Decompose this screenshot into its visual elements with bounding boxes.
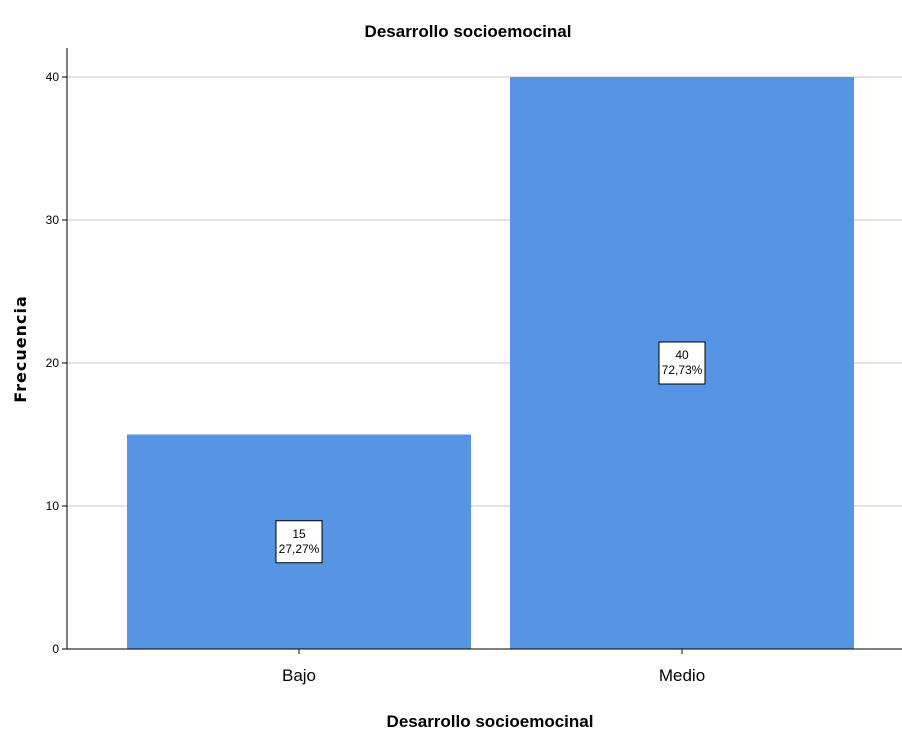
x-tick-label-bajo: Bajo <box>282 666 316 685</box>
data-label-box <box>275 520 323 564</box>
x-axis-label: Desarrollo socioemocinal <box>387 712 594 731</box>
y-tick-labels: 0 10 20 30 40 <box>46 70 60 656</box>
data-label-box <box>658 341 706 385</box>
x-tick-labels: Bajo Medio <box>282 666 705 685</box>
data-label-percent: 72,73% <box>662 363 703 377</box>
y-tick-label: 20 <box>46 356 60 370</box>
chart-title: Desarrollo socioemocinal <box>365 22 572 41</box>
y-tick-label: 40 <box>46 70 60 84</box>
axes <box>62 48 902 654</box>
data-label-count: 15 <box>292 527 306 541</box>
x-tick-label-medio: Medio <box>659 666 705 685</box>
data-label-percent: 27,27% <box>279 542 320 556</box>
y-axis-label: Frecuencia <box>11 295 30 403</box>
y-tick-label: 10 <box>46 499 60 513</box>
y-tick-label: 30 <box>46 213 60 227</box>
data-label-count: 40 <box>675 348 689 362</box>
y-tick-label: 0 <box>52 642 59 656</box>
